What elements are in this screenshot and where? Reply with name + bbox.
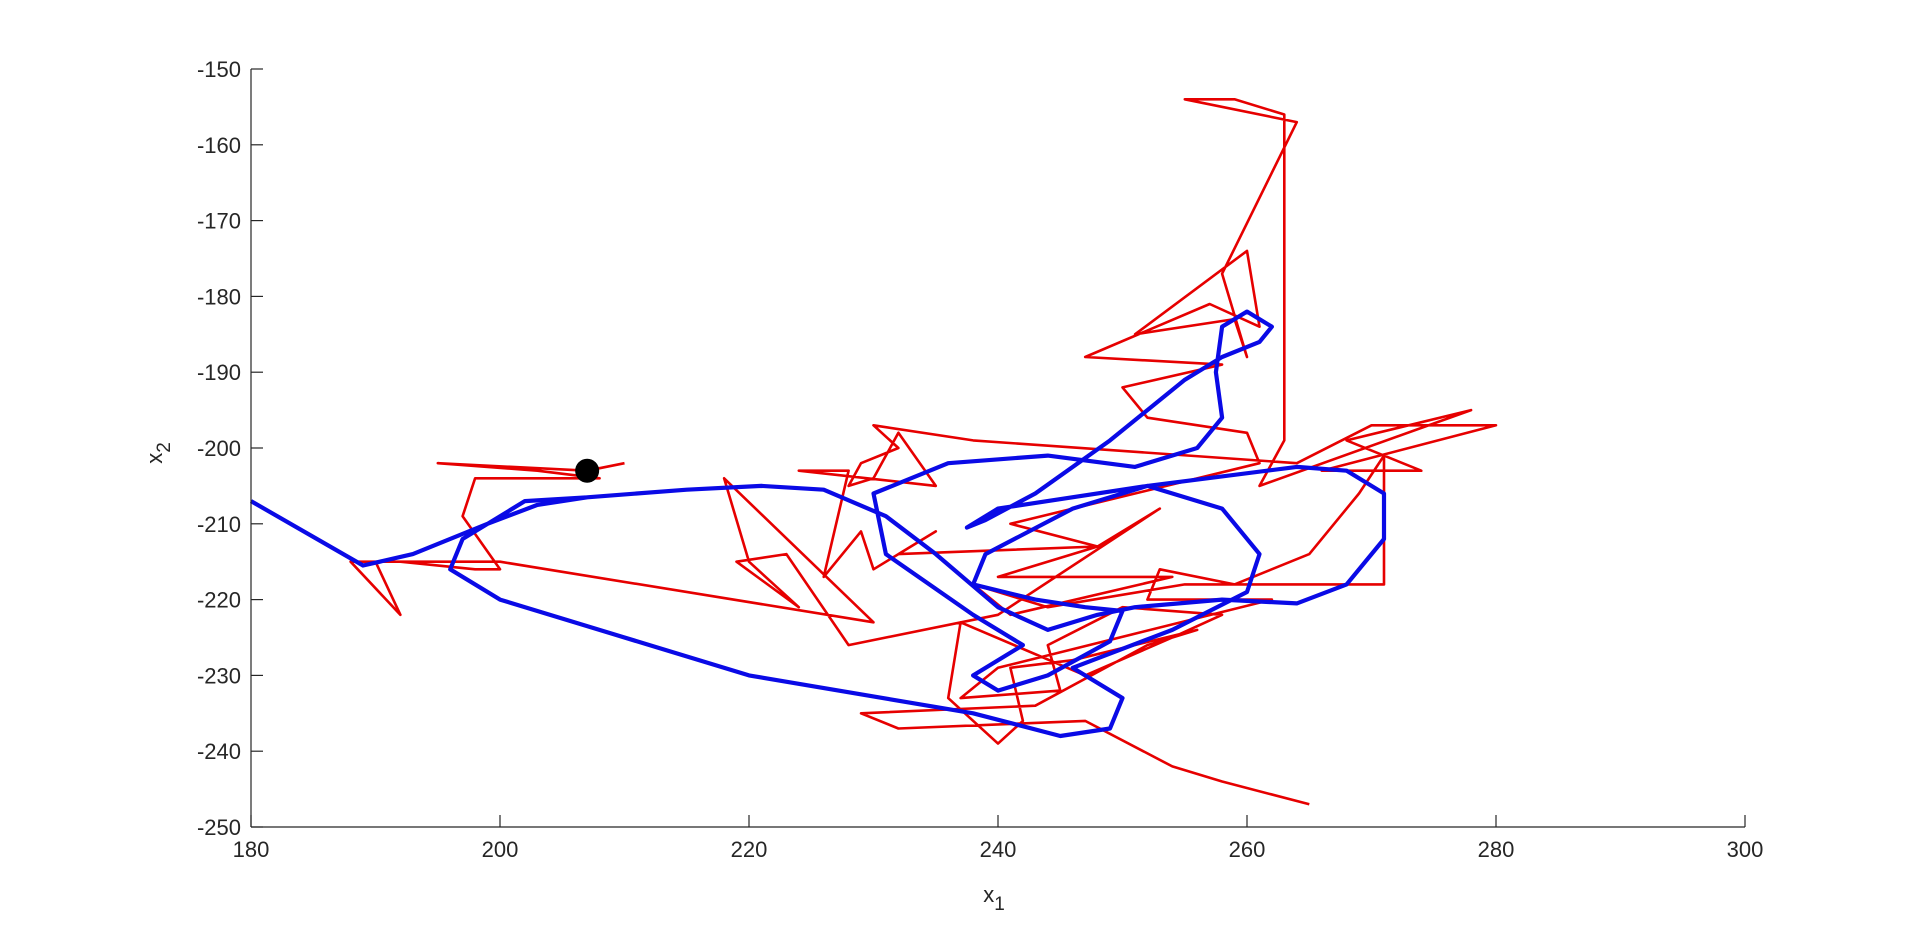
data-line — [349, 98, 1498, 806]
y-axis-label-base: x — [142, 453, 167, 464]
plot-area — [249, 98, 1498, 806]
x-axis-label-base: x — [983, 882, 994, 907]
x-tick-label: 280 — [1478, 837, 1515, 862]
x-axis-label-sub: 1 — [994, 894, 1005, 915]
x-tick-label: 220 — [731, 837, 768, 862]
y-tick-label: -160 — [197, 133, 241, 158]
y-tick-label: -150 — [197, 57, 241, 82]
y-tick-label: -190 — [197, 360, 241, 385]
y-tick-label: -210 — [197, 512, 241, 537]
y-tick-label: -230 — [197, 663, 241, 688]
x-tick-label: 200 — [482, 837, 519, 862]
x-tick-label: 300 — [1727, 837, 1764, 862]
x-tick-label: 260 — [1229, 837, 1266, 862]
x-tick-label: 240 — [980, 837, 1017, 862]
y-tick-label: -200 — [197, 436, 241, 461]
y-tick-label: -240 — [197, 739, 241, 764]
y-axis-label-sub: 2 — [154, 442, 175, 453]
y-axis-label: x2 — [142, 442, 175, 464]
y-tick-label: -170 — [197, 209, 241, 234]
x-axis-label: x1 — [983, 882, 1005, 915]
data-line — [249, 309, 1387, 739]
y-tick-label: -220 — [197, 588, 241, 613]
y-tick-label: -250 — [197, 815, 241, 840]
marker — [575, 458, 600, 483]
y-tick-label: -180 — [197, 284, 241, 309]
x-tick-label: 180 — [233, 837, 270, 862]
